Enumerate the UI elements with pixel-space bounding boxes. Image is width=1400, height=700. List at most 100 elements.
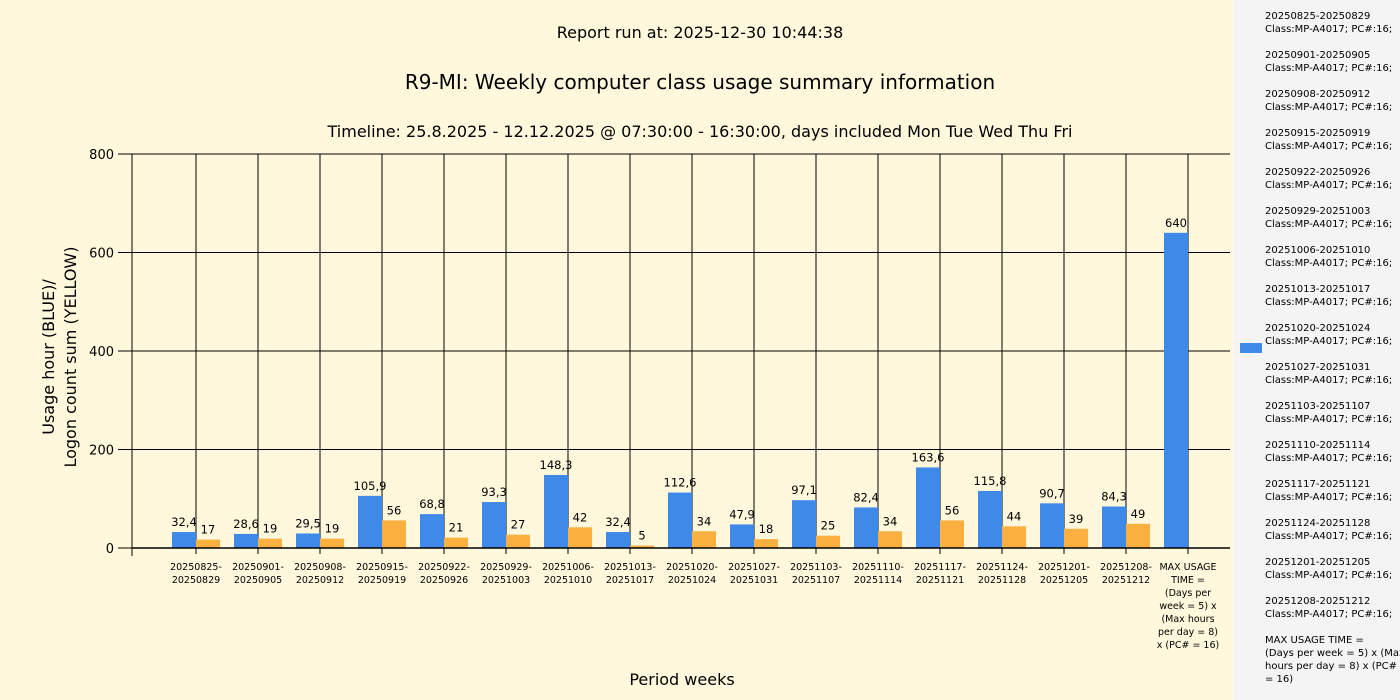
legend-item: 20251117-20251121 Class:MP-A4017; PC#:16; <box>1265 478 1392 504</box>
legend-item-line: Class:MP-A4017; PC#:16; <box>1265 24 1393 35</box>
bar-logon <box>1002 526 1026 548</box>
bar-usage <box>234 533 258 548</box>
legend-item: 20251201-20251205 Class:MP-A4017; PC#:16; <box>1265 556 1392 582</box>
bar-logon <box>754 539 778 548</box>
data-label: 93,3 <box>481 485 507 499</box>
legend-item-line: 20251027-20251031 <box>1265 362 1371 373</box>
legend-item-line: 20251013-20251017 <box>1265 284 1371 295</box>
x-tick-label: 20251124-20251128 <box>976 562 1028 586</box>
legend-item: 20251027-20251031 Class:MP-A4017; PC#:16; <box>1265 361 1392 387</box>
bar-logon <box>444 537 468 548</box>
y-tick-label: 400 <box>89 345 114 360</box>
bar-usage <box>172 532 196 548</box>
report-run-at: Report run at: 2025-12-30 10:44:38 <box>556 23 844 42</box>
bar-logon <box>196 539 220 548</box>
data-label: 49 <box>1131 507 1146 521</box>
data-label: 115,8 <box>974 474 1007 488</box>
data-label: 25 <box>821 519 836 533</box>
data-label: 27 <box>511 518 526 532</box>
legend-item-line: 20251110-20251114 <box>1265 440 1371 451</box>
data-label: 39 <box>1069 512 1084 526</box>
bar-usage <box>978 490 1002 548</box>
data-label: 28,6 <box>233 517 259 531</box>
x-tick-label: 20250825-20250829 <box>170 562 222 586</box>
legend-item: MAX USAGE TIME = (Days per week = 5) x (M… <box>1265 634 1400 686</box>
legend-item-line: Class:MP-A4017; PC#:16; <box>1265 570 1393 581</box>
y-tick-label: 800 <box>89 148 114 163</box>
data-label: 640 <box>1165 216 1187 230</box>
x-tick-label: 20250901-20250905 <box>232 562 284 586</box>
y-tick-label: 200 <box>89 444 114 459</box>
legend-item-line: 20250825-20250829 <box>1265 11 1371 22</box>
x-tick-label: 20251006-20251010 <box>542 562 594 586</box>
bar-logon <box>630 545 654 548</box>
legend-item-line: Class:MP-A4017; PC#:16; <box>1265 180 1393 191</box>
legend-item-line: 20250915-20250919 <box>1265 128 1371 139</box>
bar-logon <box>940 520 964 548</box>
legend-item-line: Class:MP-A4017; PC#:16; <box>1265 531 1393 542</box>
legend-item-line: (Days per week = 5) x (Max <box>1265 648 1400 659</box>
chart-title: R9-MI: Weekly computer class usage summa… <box>404 70 996 94</box>
data-label: 56 <box>945 503 960 517</box>
legend-item: 20250929-20251003 Class:MP-A4017; PC#:16; <box>1265 205 1392 231</box>
legend-item-line: Class:MP-A4017; PC#:16; <box>1265 492 1393 503</box>
x-tick-label: MAX USAGE TIME = (Days per week = 5) x (Max … <box>1157 562 1219 651</box>
data-label: 105,9 <box>354 479 387 493</box>
data-label: 34 <box>883 514 898 528</box>
bar-usage <box>1164 232 1188 549</box>
bar-usage <box>854 507 878 548</box>
timeline-subtitle: Timeline: 25.8.2025 - 12.12.2025 @ 07:30… <box>327 122 1073 141</box>
data-label: 32,4 <box>171 515 197 529</box>
legend-item-line: Class:MP-A4017; PC#:16; <box>1265 258 1393 269</box>
legend-item: 20251020-20251024 Class:MP-A4017; PC#:16; <box>1265 322 1392 348</box>
legend-item-line: 20251208-20251212 <box>1265 596 1371 607</box>
x-tick-label: 20251103-20251107 <box>790 562 842 586</box>
legend-swatch <box>1240 343 1262 353</box>
bar-usage <box>792 500 816 548</box>
data-label: 112,6 <box>664 476 697 490</box>
bar-logon <box>320 538 344 548</box>
legend-item-line: Class:MP-A4017; PC#:16; <box>1265 375 1393 386</box>
data-label: 18 <box>759 522 774 536</box>
legend-item: 20251013-20251017 Class:MP-A4017; PC#:16; <box>1265 283 1392 309</box>
legend-item-line: 20250922-20250926 <box>1265 167 1371 178</box>
x-tick-label: 20251020-20251024 <box>666 562 718 586</box>
bar-logon <box>258 538 282 548</box>
bar-usage <box>544 474 568 548</box>
bar-logon <box>568 527 592 548</box>
legend-item-line: = 16) <box>1265 674 1294 685</box>
legend-item-line: 20251117-20251121 <box>1265 479 1371 490</box>
data-label: 34 <box>697 514 712 528</box>
x-tick-label: 20250915-20250919 <box>356 562 408 586</box>
legend-item: 20250901-20250905 Class:MP-A4017; PC#:16; <box>1265 49 1392 75</box>
legend-item-line: Class:MP-A4017; PC#:16; <box>1265 63 1393 74</box>
legend-item: 20250908-20250912 Class:MP-A4017; PC#:16; <box>1265 88 1392 114</box>
bar-usage <box>420 514 444 548</box>
data-label: 5 <box>638 529 645 543</box>
bar-logon <box>816 535 840 548</box>
data-label: 68,8 <box>419 497 445 511</box>
x-tick-label: 20250908-20250912 <box>294 562 346 586</box>
bar-logon <box>382 520 406 548</box>
legend-item-line: Class:MP-A4017; PC#:16; <box>1265 297 1393 308</box>
legend-item: 20251103-20251107 Class:MP-A4017; PC#:16; <box>1265 400 1392 426</box>
legend-item-line: 20251124-20251128 <box>1265 518 1371 529</box>
legend-item: 20250915-20250919 Class:MP-A4017; PC#:16; <box>1265 127 1392 153</box>
legend-item-line: 20250901-20250905 <box>1265 50 1371 61</box>
legend-panel: 20250825-20250829 Class:MP-A4017; PC#:16;… <box>1233 0 1400 700</box>
bar-logon <box>692 531 716 548</box>
x-tick-label: 20251027-20251031 <box>728 562 780 586</box>
legend-item-line: 20251201-20251205 <box>1265 557 1371 568</box>
legend-item: 20251006-20251010 Class:MP-A4017; PC#:16; <box>1265 244 1392 270</box>
data-label: 19 <box>263 522 278 536</box>
data-label: 47,9 <box>729 507 755 521</box>
legend-item-line: 20251103-20251107 <box>1265 401 1371 412</box>
data-label: 19 <box>325 522 340 536</box>
bar-usage <box>916 467 940 548</box>
data-label: 82,4 <box>853 490 879 504</box>
x-tick-label: 20251117-20251121 <box>914 562 966 586</box>
data-label: 90,7 <box>1039 486 1065 500</box>
plot-area: 0 200 400 600 800 32,4 28,6 29,5 105,9 68,8 93,3 14… <box>89 148 1230 651</box>
legend-item: 20251124-20251128 Class:MP-A4017; PC#:16; <box>1265 517 1392 543</box>
legend-item: 20251208-20251212 Class:MP-A4017; PC#:16; <box>1265 595 1392 621</box>
